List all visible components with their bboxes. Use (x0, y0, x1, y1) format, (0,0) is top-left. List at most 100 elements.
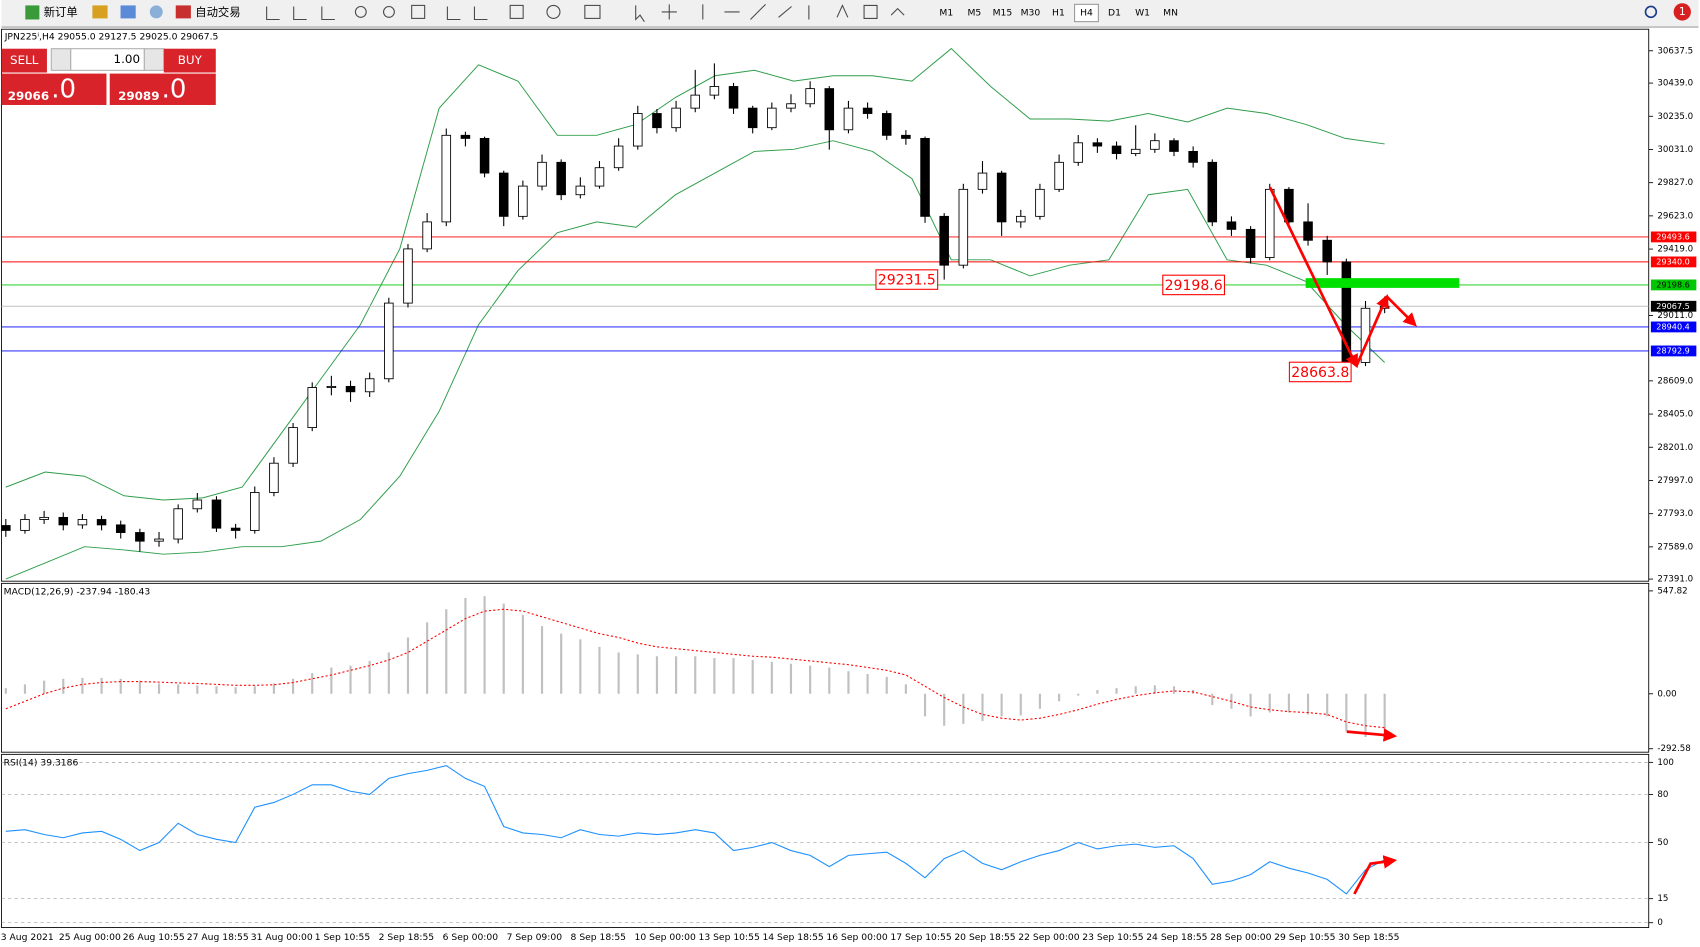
arrow (1353, 855, 1398, 895)
arrow (1346, 728, 1398, 742)
x-tick-label: 27 Aug 18:55 (187, 932, 249, 943)
candle-body (996, 172, 1007, 223)
candle-body (843, 107, 854, 131)
candle-body (403, 248, 413, 304)
drawn-arrows (1268, 186, 1417, 895)
candle-body (20, 519, 30, 531)
y-tick-label: 30031.0 (1657, 145, 1693, 155)
highlight-zone (1305, 278, 1460, 288)
indicators-icon[interactable] (509, 4, 524, 19)
timeframe-button[interactable]: H1 (1052, 7, 1065, 18)
buy-price[interactable]: 29089 (118, 89, 159, 103)
buy-price-box[interactable] (109, 73, 216, 105)
new-order-icon[interactable] (25, 5, 40, 20)
candle-body (192, 499, 203, 510)
toolbar-icon[interactable] (92, 5, 108, 19)
timeframe-button[interactable]: MN (1163, 7, 1178, 18)
candle-body (326, 385, 337, 388)
chart-type-icons[interactable] (266, 6, 335, 21)
y-tick-label: 30637.5 (1657, 46, 1693, 56)
buy-price-fraction[interactable]: .0 (162, 74, 187, 104)
price-level-box (1650, 256, 1697, 268)
x-tick-label: 10 Sep 00:00 (635, 932, 696, 943)
x-tick-label: 28 Sep 00:00 (1210, 932, 1271, 943)
candle-body (307, 387, 317, 429)
x-tick-label: 17 Sep 10:55 (890, 932, 951, 943)
candle-body (728, 86, 739, 109)
candle-body (1207, 161, 1218, 223)
auto-trading-button[interactable]: 自动交易 (195, 5, 240, 19)
sell-price[interactable]: 29066 (8, 89, 49, 103)
y-tick-label: 29827.0 (1657, 178, 1693, 188)
candle-body (1322, 239, 1332, 263)
candle-body (1188, 150, 1198, 163)
sell-price-box[interactable] (1, 73, 107, 105)
search-icon[interactable] (1644, 5, 1658, 19)
notification-badge[interactable] (1673, 3, 1691, 21)
lots-value[interactable]: 1.00 (114, 52, 140, 66)
candle-body (1111, 145, 1122, 154)
templates-icon[interactable] (584, 4, 601, 19)
timeframe-button[interactable]: H4 (1080, 7, 1093, 18)
candle-body (1245, 228, 1256, 258)
candle-body (767, 107, 777, 129)
y-tick-label: 50 (1657, 838, 1668, 848)
buy-button[interactable] (163, 48, 216, 73)
y-tick-label: 547.82 (1657, 586, 1687, 596)
bollinger-lower (5, 140, 1385, 580)
toolbar-icon[interactable] (149, 5, 163, 19)
timeframe-button[interactable]: M1 (939, 7, 953, 18)
candle-body (671, 107, 681, 129)
candle-body (690, 94, 700, 109)
y-tick-label: -292.58 (1657, 744, 1690, 754)
axes: 30637.5 30439.0 30235.0 30031.0 29827.0 29623… (1648, 46, 1697, 928)
timeframe-button[interactable]: W1 (1135, 7, 1150, 18)
drawing-tools[interactable] (266, 3, 905, 22)
lots-down[interactable] (50, 48, 72, 71)
x-tick-label: 16 Sep 00:00 (826, 932, 887, 943)
y-tick-label: 30439.0 (1657, 79, 1693, 89)
macd-plot (4, 596, 1386, 739)
x-tick-label: 23 Sep 10:55 (1082, 932, 1143, 943)
lots-up[interactable] (143, 48, 165, 71)
y-tick-label: 27997.0 (1657, 476, 1693, 486)
auto-trading-icon[interactable] (175, 5, 191, 19)
scroll-icons[interactable] (446, 6, 488, 21)
timeframe-button[interactable]: M5 (967, 7, 981, 18)
candle-body (939, 215, 949, 266)
sell-label[interactable]: SELL (10, 53, 39, 67)
timeframe-button[interactable]: D1 (1108, 7, 1121, 18)
rsi-panel (1, 753, 1650, 928)
candle-body (786, 103, 796, 109)
candle-body (115, 524, 126, 533)
zoom-in-icon[interactable] (354, 5, 367, 18)
buy-label[interactable]: BUY (178, 53, 203, 67)
line-tools[interactable] (635, 3, 905, 22)
timeframe-button[interactable]: M15 (993, 7, 1013, 18)
y-tick-label: 15 (1657, 894, 1668, 904)
candle-body (422, 221, 432, 250)
price-level-label: 29198.6 (1656, 279, 1690, 289)
active-timeframe[interactable] (1074, 3, 1099, 23)
x-tick-label: 2 Sep 18:55 (379, 932, 435, 943)
timeframe-button[interactable]: M30 (1021, 7, 1041, 18)
candle-body (1092, 142, 1103, 147)
y-tick-label: 0.00 (1657, 689, 1676, 699)
chart-header: JPN225ⁱ,H4 29055.0 29127.5 29025.0 29067… (4, 31, 219, 42)
candle-body (364, 378, 375, 393)
sell-button[interactable] (1, 48, 47, 73)
new-order-button[interactable]: 新订单 (44, 5, 78, 19)
periods-icon[interactable] (546, 4, 561, 19)
sell-price-fraction[interactable]: .0 (51, 74, 76, 104)
price-level-label: 29493.6 (1656, 231, 1690, 241)
toolbar-icon[interactable] (120, 5, 136, 19)
candle-body (460, 134, 471, 139)
candle-body (633, 113, 643, 147)
price-level-label: 28940.4 (1656, 321, 1690, 331)
zoom-out-icon[interactable] (382, 5, 395, 18)
candle-body (805, 88, 815, 105)
candle-body (345, 385, 356, 393)
price-level-box (1650, 279, 1697, 291)
tile-icon[interactable] (411, 4, 426, 19)
